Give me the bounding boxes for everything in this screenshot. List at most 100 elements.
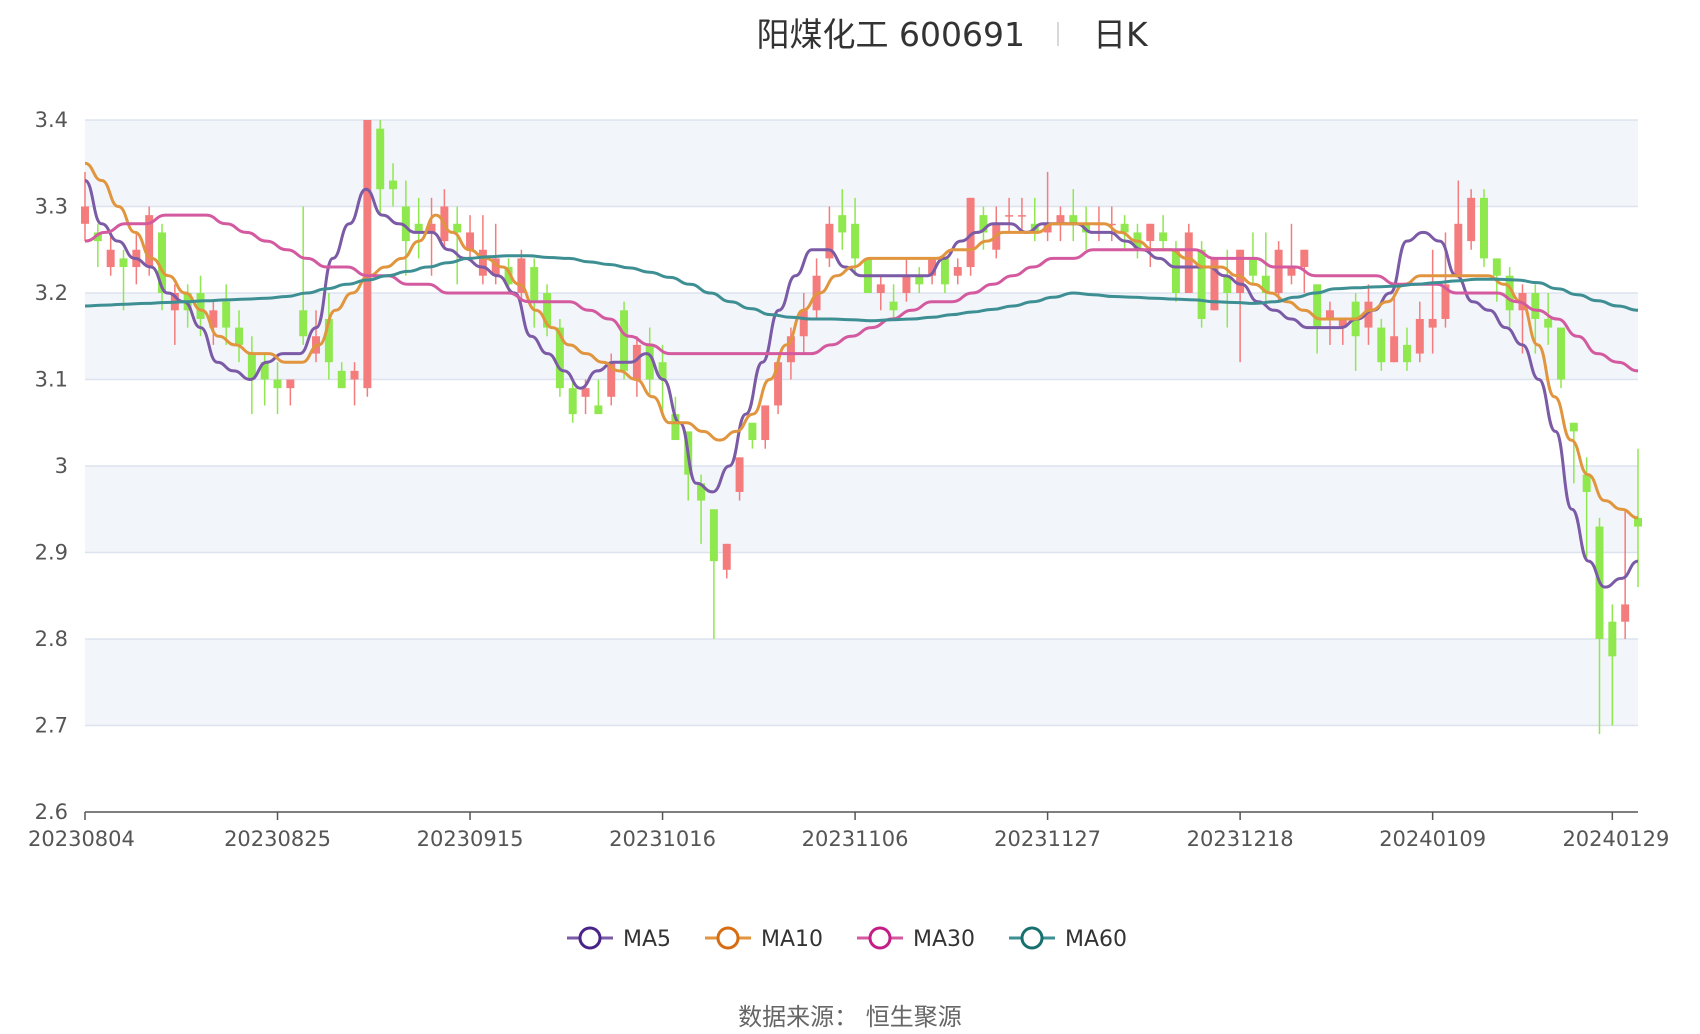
candle bbox=[1159, 215, 1168, 250]
candle-body bbox=[209, 310, 218, 328]
candle-body bbox=[1159, 232, 1168, 242]
candle-body bbox=[1505, 275, 1514, 311]
legend-marker bbox=[716, 926, 740, 950]
candle bbox=[299, 206, 308, 345]
candle bbox=[915, 267, 924, 293]
y-tick-label: 3.4 bbox=[35, 108, 68, 132]
candle-body bbox=[1248, 258, 1257, 276]
candle bbox=[376, 120, 385, 216]
candle-body bbox=[401, 206, 410, 242]
y-tick-label: 3.3 bbox=[35, 195, 68, 219]
candle bbox=[1069, 189, 1078, 242]
candle-body bbox=[260, 362, 269, 380]
candle bbox=[709, 509, 718, 639]
legend-marker bbox=[868, 926, 892, 950]
candle bbox=[1544, 293, 1553, 345]
candle bbox=[324, 293, 333, 380]
candle-body bbox=[247, 353, 256, 380]
y-axis: 2.6 2.7 2.8 2.9 3 3.1 3.2 3.3 3.4 bbox=[35, 108, 68, 824]
candle bbox=[876, 275, 885, 311]
x-tick-label: 20231106 bbox=[802, 827, 909, 851]
candle bbox=[1325, 301, 1334, 345]
candle-body bbox=[709, 509, 718, 562]
candle-body bbox=[915, 275, 924, 285]
candle bbox=[1467, 189, 1476, 250]
candle-body bbox=[581, 388, 590, 397]
candle-body bbox=[504, 267, 513, 285]
candle-body bbox=[1621, 604, 1630, 622]
candle bbox=[1197, 241, 1206, 328]
x-tick-label: 20231016 bbox=[609, 827, 716, 851]
candle-body bbox=[1415, 318, 1424, 354]
candle-body bbox=[645, 344, 654, 380]
candle bbox=[1621, 509, 1630, 639]
legend: MA5 MA10 MA30 MA60 bbox=[567, 926, 1127, 952]
candle bbox=[337, 362, 346, 389]
legend-item-ma10: MA10 bbox=[705, 926, 823, 952]
candle-body bbox=[427, 223, 436, 233]
candle-body bbox=[222, 301, 231, 328]
grid-band bbox=[85, 466, 1638, 553]
candle-body bbox=[1467, 197, 1476, 242]
candle-body bbox=[1402, 344, 1411, 363]
legend-item-ma5: MA5 bbox=[567, 926, 671, 952]
y-tick-label: 2.7 bbox=[35, 714, 68, 738]
candle bbox=[1569, 422, 1578, 484]
y-tick-label: 2.6 bbox=[35, 800, 68, 824]
moving-average-lines bbox=[84, 161, 1639, 589]
x-tick-label: 20230825 bbox=[224, 827, 331, 851]
candle-body bbox=[530, 267, 539, 302]
legend-label: MA10 bbox=[761, 927, 823, 952]
y-tick-label: 2.9 bbox=[35, 541, 68, 565]
candle bbox=[453, 206, 462, 285]
x-tick-label: 20230915 bbox=[417, 827, 524, 851]
candle-body bbox=[453, 223, 462, 233]
candle-body bbox=[889, 301, 898, 311]
candle bbox=[93, 223, 102, 268]
candle-body bbox=[786, 336, 795, 363]
candle bbox=[414, 197, 423, 259]
candle-body bbox=[1146, 223, 1155, 242]
candle-body bbox=[1377, 327, 1386, 363]
candle bbox=[1005, 197, 1014, 233]
candle-body bbox=[979, 215, 988, 233]
candle-body bbox=[543, 293, 552, 328]
candle-body bbox=[722, 543, 731, 570]
candle-body bbox=[1557, 327, 1565, 380]
candle-body bbox=[337, 370, 346, 389]
candle-body bbox=[620, 310, 629, 371]
title-separator bbox=[1057, 22, 1059, 46]
candle-body bbox=[799, 310, 808, 337]
candle-body bbox=[1569, 422, 1578, 432]
legend-label: MA60 bbox=[1065, 927, 1127, 952]
candle-body bbox=[273, 379, 282, 389]
candle-body bbox=[1634, 517, 1642, 527]
candle bbox=[1480, 189, 1488, 268]
candle-body bbox=[414, 223, 423, 233]
candle-body bbox=[1313, 284, 1322, 328]
candle bbox=[799, 293, 808, 354]
candle-body bbox=[466, 232, 475, 250]
candle bbox=[478, 215, 487, 285]
candle bbox=[851, 197, 860, 276]
candle-body bbox=[940, 258, 949, 285]
candle bbox=[517, 249, 526, 302]
candle-body bbox=[953, 267, 962, 276]
candle-body bbox=[1454, 223, 1463, 276]
candle bbox=[953, 258, 962, 285]
candle-body bbox=[1608, 621, 1617, 657]
candle-body bbox=[350, 370, 359, 380]
candle bbox=[645, 327, 654, 397]
candle bbox=[620, 301, 629, 380]
candle bbox=[530, 258, 539, 328]
candles bbox=[81, 120, 1642, 735]
candle-body bbox=[735, 457, 744, 492]
candle bbox=[761, 405, 770, 449]
candle bbox=[1287, 223, 1296, 285]
candle-body bbox=[1287, 267, 1296, 276]
candle-body bbox=[748, 422, 757, 441]
candle-body bbox=[1069, 215, 1078, 224]
candle bbox=[1236, 249, 1245, 363]
